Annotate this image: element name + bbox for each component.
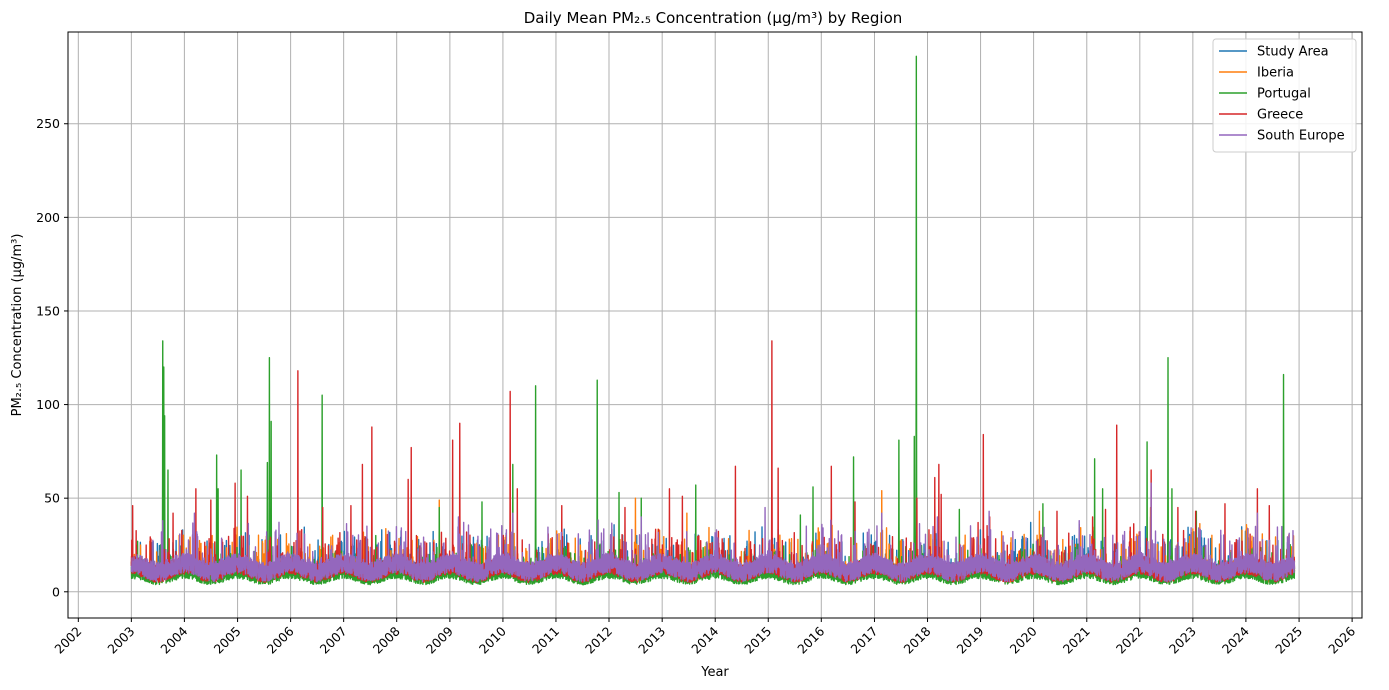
y-tick-label: 100 xyxy=(36,397,60,412)
y-tick-label: 200 xyxy=(36,210,60,225)
legend: Study Area Iberia Portugal Greece South Euro… xyxy=(1212,38,1357,153)
y-tick-label: 150 xyxy=(36,303,60,318)
legend-label: Greece xyxy=(1257,108,1303,123)
y-axis-ticks: 0 50 100 150 200 250 xyxy=(36,116,68,599)
legend-label: South Europe xyxy=(1257,129,1345,144)
chart-title: Daily Mean PM₂.₅ Concentration (µg/m³) b… xyxy=(524,9,903,27)
legend-label: Portugal xyxy=(1257,87,1311,102)
y-axis-label: PM₂.₅ Concentration (µg/m³) xyxy=(10,234,25,417)
y-tick-label: 0 xyxy=(52,584,60,599)
legend-label: Study Area xyxy=(1257,45,1329,60)
series-line-south-europe xyxy=(130,482,1296,583)
legend-box xyxy=(1212,38,1357,153)
legend-label: Iberia xyxy=(1257,66,1294,81)
grid-lines xyxy=(68,32,1362,618)
series-lines xyxy=(130,55,1296,586)
y-tick-label: 250 xyxy=(36,116,60,131)
x-axis-label: Year xyxy=(700,665,729,680)
y-tick-label: 50 xyxy=(44,491,60,506)
